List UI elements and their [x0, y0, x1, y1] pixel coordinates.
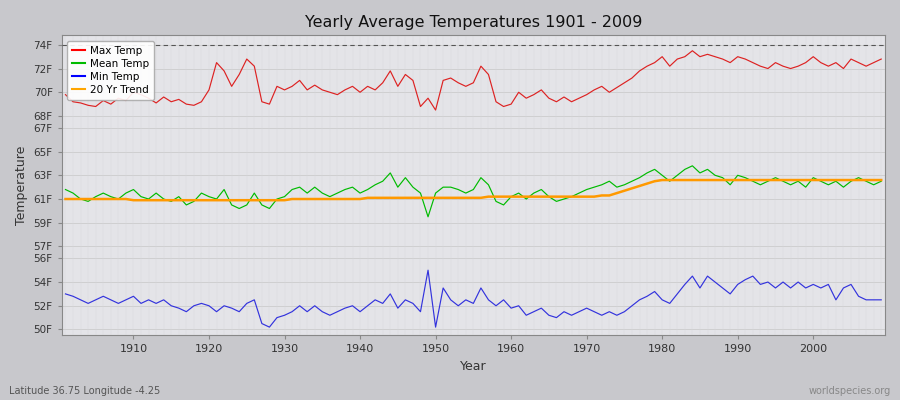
- Y-axis label: Temperature: Temperature: [15, 146, 28, 225]
- Text: Latitude 36.75 Longitude -4.25: Latitude 36.75 Longitude -4.25: [9, 386, 160, 396]
- X-axis label: Year: Year: [460, 360, 487, 373]
- Title: Yearly Average Temperatures 1901 - 2009: Yearly Average Temperatures 1901 - 2009: [305, 15, 642, 30]
- Legend: Max Temp, Mean Temp, Min Temp, 20 Yr Trend: Max Temp, Mean Temp, Min Temp, 20 Yr Tre…: [67, 40, 154, 100]
- Text: worldspecies.org: worldspecies.org: [809, 386, 891, 396]
